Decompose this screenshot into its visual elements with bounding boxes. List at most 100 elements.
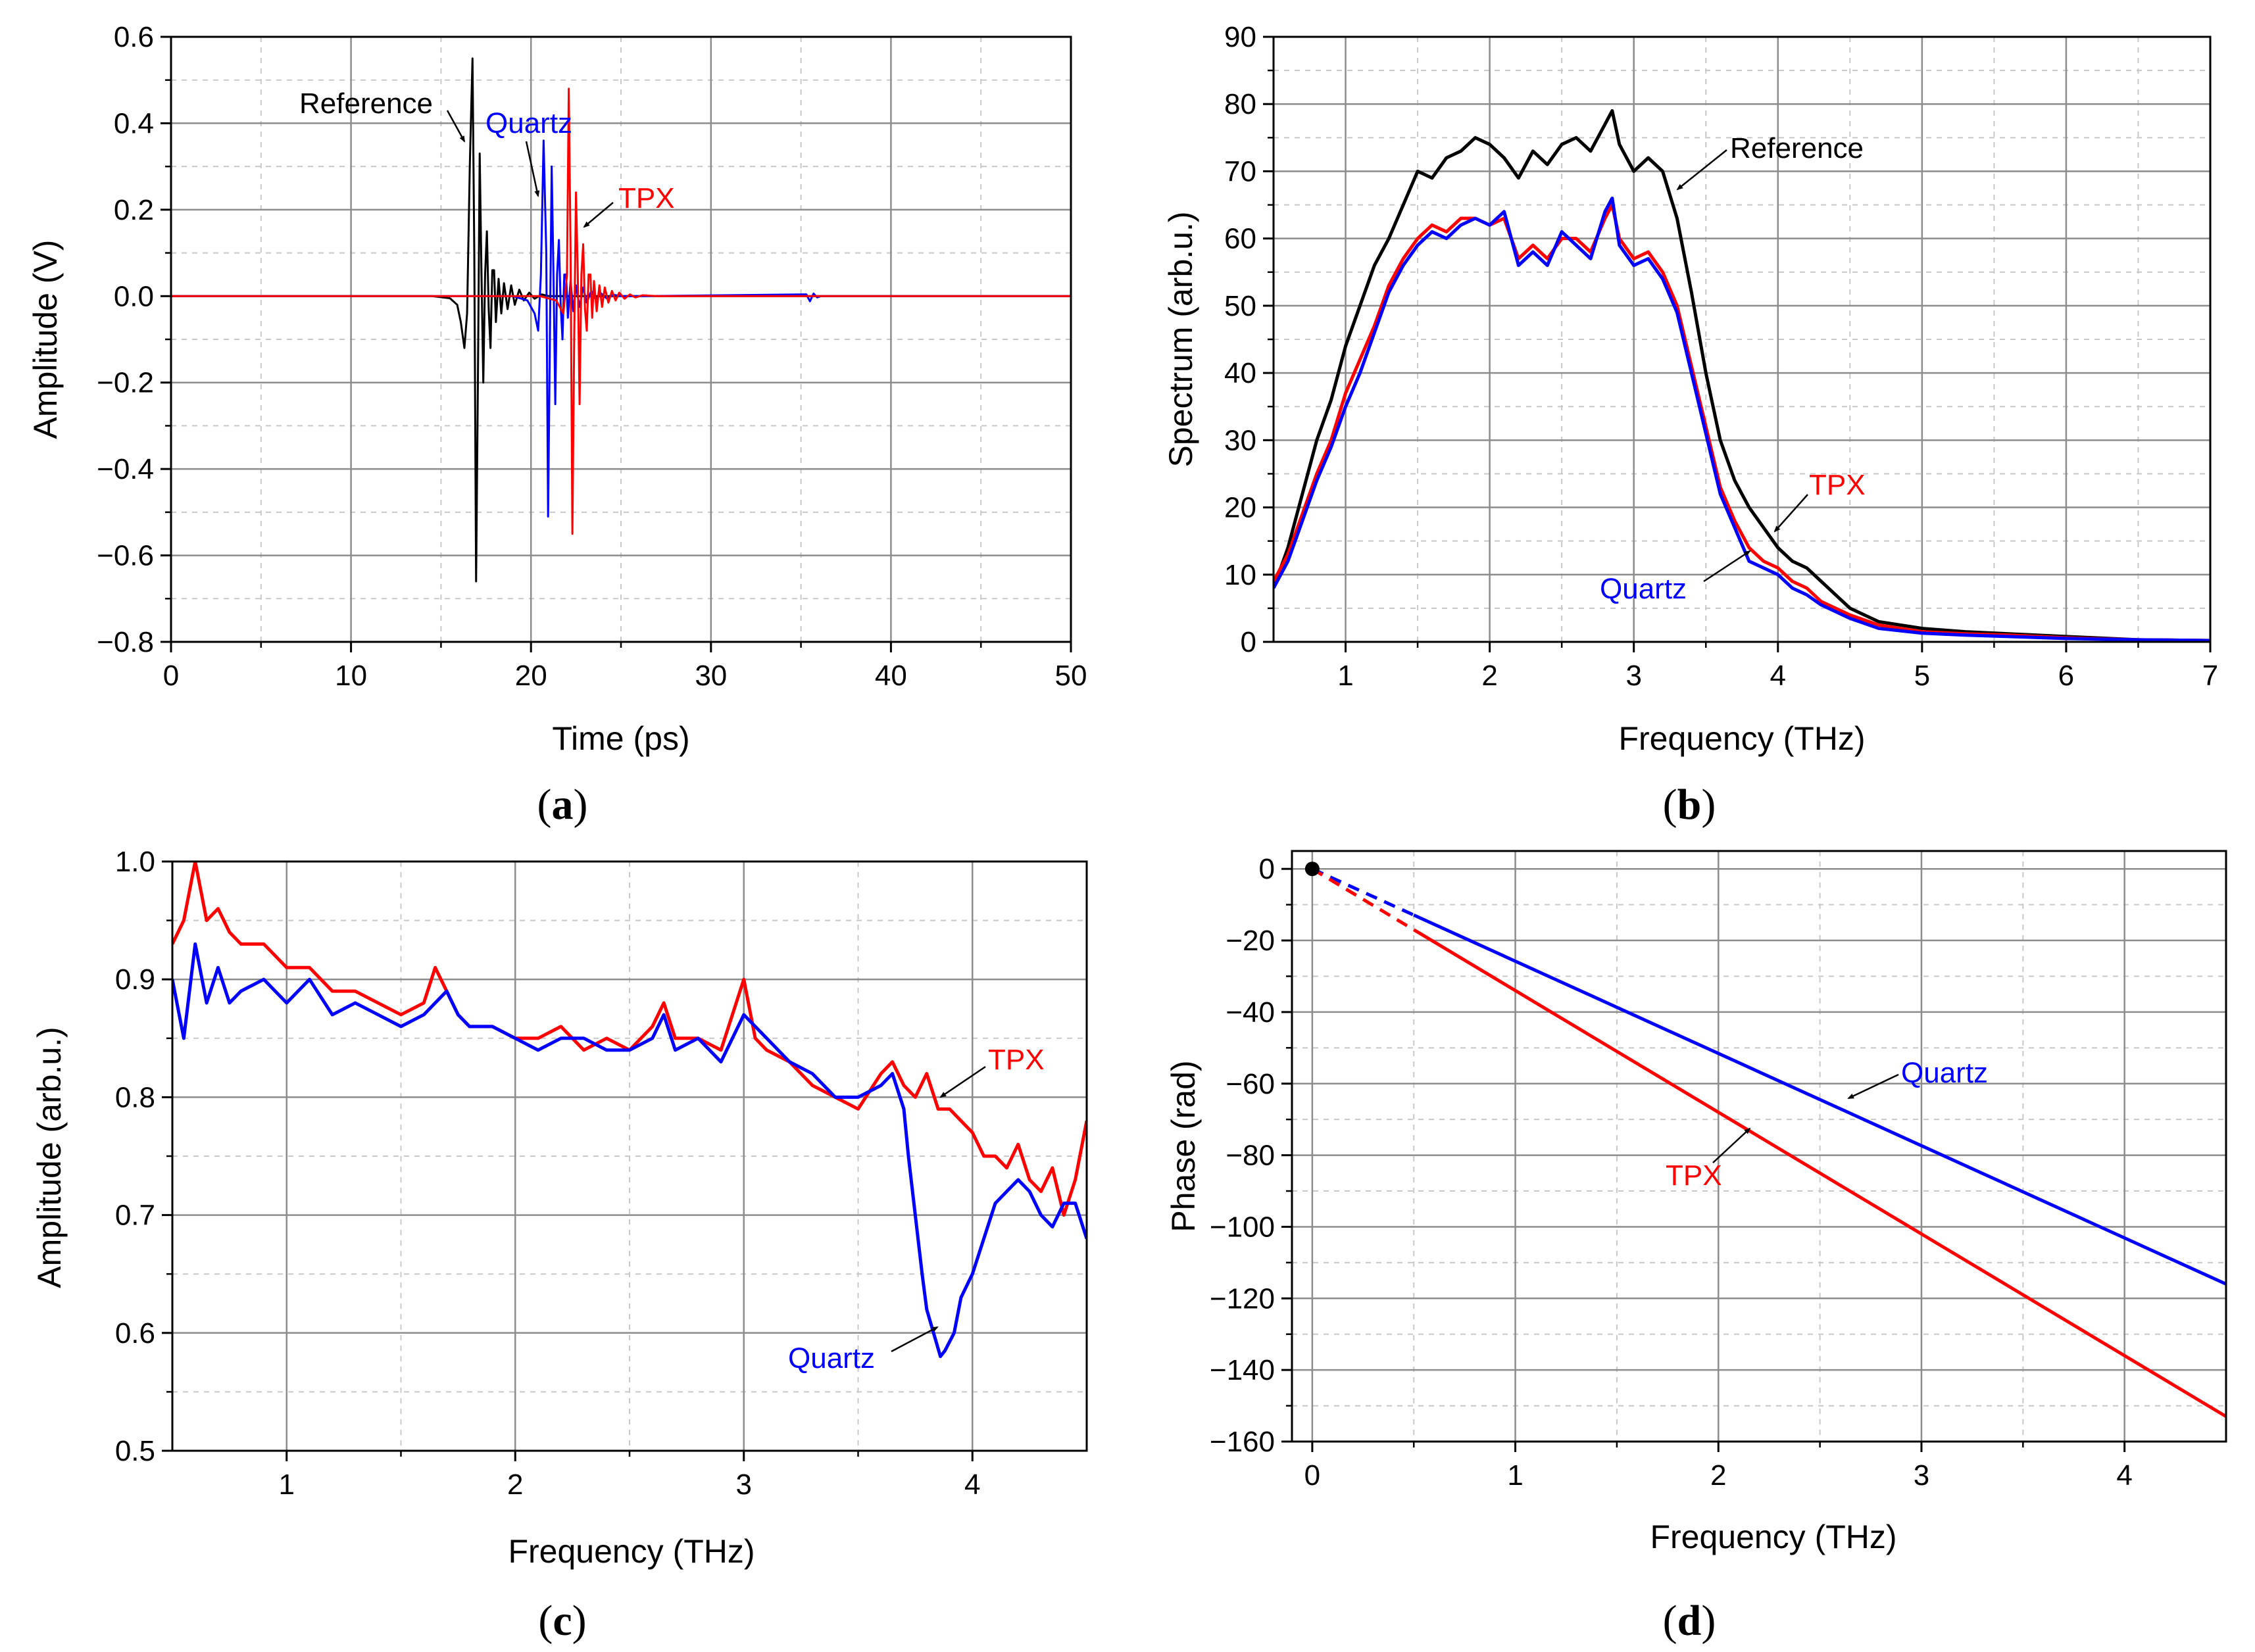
y-tick-label: −100	[1210, 1211, 1275, 1243]
annotation-arrow-reference-a	[446, 110, 466, 143]
y-tick-label: 0.6	[115, 1317, 155, 1349]
y-axis-title-a: Amplitude (V)	[27, 240, 64, 439]
y-tick-label: −0.6	[97, 540, 154, 572]
y-tick-label: 0.7	[115, 1200, 155, 1232]
series-tpx-line	[1412, 928, 2226, 1419]
annotation-tpx-b: TPX	[1809, 469, 1866, 501]
annotation-quartz-d: Quartz	[1901, 1057, 1988, 1089]
x-tick-label: 1	[1337, 660, 1353, 692]
series-tpx-line	[172, 862, 1087, 1217]
y-tick-label: −0.4	[97, 453, 154, 485]
annotation-arrow-quartz-c	[891, 1326, 939, 1353]
annotation-reference-b: Reference	[1730, 132, 1864, 164]
y-axis-title-c: Amplitude (arb.u.)	[31, 1027, 68, 1288]
y-tick-label: 0.5	[115, 1435, 155, 1467]
x-tick-label: 5	[1914, 660, 1930, 692]
x-tick-label: 50	[1055, 660, 1087, 692]
series-quartz-line	[172, 942, 1087, 1359]
y-tick-label: −0.2	[97, 367, 154, 399]
x-tick-label: 3	[1625, 660, 1641, 692]
y-tick-label: −60	[1226, 1068, 1275, 1100]
annotation-arrow-quartz-a	[525, 141, 540, 197]
x-tick-label: 2	[507, 1469, 523, 1501]
annotation-tpx-a: TPX	[618, 182, 675, 214]
y-tick-label: 70	[1224, 155, 1256, 187]
origin-point	[1304, 862, 1320, 877]
x-tick-label: 2	[1710, 1459, 1726, 1492]
y-tick-label: −40	[1226, 996, 1275, 1029]
x-tick-label: 10	[335, 660, 367, 692]
x-tick-label: 40	[875, 660, 907, 692]
y-tick-label: 40	[1224, 357, 1256, 389]
y-tick-label: 0.2	[114, 194, 154, 226]
series-quartz-line	[1413, 913, 2226, 1286]
y-tick-label: −120	[1210, 1282, 1275, 1315]
annotation-quartz-b: Quartz	[1600, 573, 1687, 605]
y-axis-title-b: Spectrum (arb.u.)	[1162, 211, 1199, 467]
y-axis-title-d: Phase (rad)	[1165, 1060, 1202, 1232]
x-tick-label: 2	[1481, 660, 1497, 692]
panel-label-c: (c)	[538, 1597, 586, 1645]
y-tick-label: 50	[1224, 290, 1256, 322]
panel-c: 1 2 3 4 0.5 0.6 0.7 0.8 0.9 1.0 Frequency (THz) A…	[31, 846, 1088, 1645]
x-tick-label: 0	[1304, 1459, 1320, 1492]
panel-d: 0 1 2 3 4 −160 −140 −120 −100 −80 −60 −40 −20 0 Frequ…	[1165, 850, 2227, 1645]
x-axis-title-b: Frequency (THz)	[1618, 720, 1865, 757]
x-tick-label: 3	[1914, 1459, 1929, 1492]
plot-frame-d	[1291, 850, 2227, 1443]
panel-label-a: (a)	[537, 781, 588, 829]
x-tick-label: 4	[2116, 1459, 2132, 1492]
panel-a: 0 10 20 30 40 50−0.8−0.6−0.4−0.20.00.20.40.6 …	[27, 21, 1087, 829]
y-tick-label: −0.8	[97, 626, 154, 658]
annotation-arrow-tpx-b	[1773, 494, 1808, 533]
panel-label-b: (b)	[1663, 781, 1716, 829]
annotation-tpx-c: TPX	[988, 1044, 1045, 1076]
annotation-arrow-tpx-a	[583, 202, 614, 228]
annotation-arrow-tpx-d	[1712, 1127, 1751, 1163]
series-quartz-line	[1274, 196, 2210, 642]
series-tpx-line	[171, 87, 1071, 535]
y-tick-label: 10	[1224, 559, 1256, 591]
annotation-arrow-quartz-d	[1847, 1073, 1899, 1100]
y-tick-label: −140	[1210, 1354, 1275, 1386]
y-tick-label: 30	[1224, 424, 1256, 456]
y-tick-label: 0.4	[114, 107, 154, 139]
y-tick-label: 0.9	[115, 963, 155, 996]
x-tick-label: 4	[1770, 660, 1786, 692]
x-tick-label: 1	[1507, 1459, 1523, 1492]
x-tick-label: 6	[2058, 660, 2074, 692]
annotation-arrow-tpx-c	[939, 1065, 986, 1098]
x-tick-label: 3	[736, 1469, 752, 1501]
annotation-arrow-reference-b	[1676, 149, 1727, 191]
x-tick-label: 4	[964, 1469, 980, 1501]
x-axis-title-c: Frequency (THz)	[508, 1533, 755, 1570]
y-tick-label: −20	[1226, 925, 1275, 957]
annotation-arrow-quartz-b	[1703, 550, 1751, 583]
y-tick-label: 0	[1241, 626, 1256, 658]
x-tick-label: 20	[515, 660, 547, 692]
y-tick-label: 90	[1224, 21, 1256, 53]
panel-label-d: (d)	[1663, 1597, 1716, 1645]
y-tick-label: 0.6	[114, 21, 154, 53]
y-tick-label: 0	[1259, 853, 1275, 885]
y-tick-label: −80	[1226, 1140, 1275, 1172]
y-tick-label: 20	[1224, 492, 1256, 524]
annotation-quartz-a: Quartz	[485, 107, 572, 139]
annotation-quartz-c: Quartz	[788, 1342, 875, 1374]
y-tick-label: 1.0	[115, 846, 155, 878]
x-tick-label: 1	[279, 1469, 295, 1501]
x-tick-label: 0	[163, 660, 179, 692]
x-axis-title-d: Frequency (THz)	[1650, 1518, 1896, 1555]
y-tick-label: 80	[1224, 88, 1256, 120]
y-tick-label: −160	[1210, 1426, 1275, 1458]
x-axis-title-a: Time (ps)	[552, 720, 689, 757]
x-tick-label: 7	[2202, 660, 2218, 692]
y-tick-label: 60	[1224, 223, 1256, 255]
y-tick-label: 0.8	[115, 1081, 155, 1113]
annotation-reference-a: Reference	[299, 87, 433, 120]
x-tick-label: 30	[695, 660, 727, 692]
series-reference-line	[1274, 109, 2210, 642]
y-tick-label: 0.0	[114, 280, 154, 312]
